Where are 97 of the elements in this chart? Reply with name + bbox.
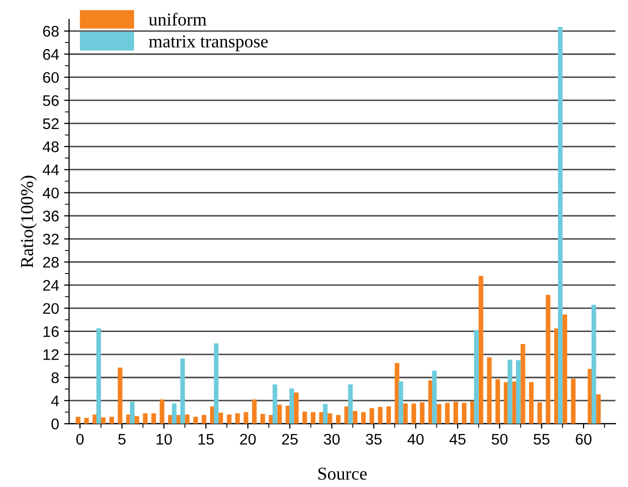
- bar: [289, 388, 294, 424]
- y-tick-label: 60: [43, 72, 59, 83]
- bar: [348, 384, 353, 424]
- y-tick-label: 8: [52, 372, 59, 384]
- y-tick-label: 48: [42, 141, 59, 152]
- y-tick-label: 64: [43, 48, 59, 60]
- y-tick-label: 0: [51, 418, 59, 430]
- bar: [520, 344, 526, 424]
- bar: [370, 408, 374, 424]
- bar: [361, 412, 366, 424]
- bar: [252, 399, 257, 424]
- x-tick-label: 60: [576, 434, 592, 445]
- x-tick-label: 15: [198, 434, 214, 445]
- bar: [562, 314, 568, 424]
- bar: [336, 415, 341, 424]
- y-tick-label: 36: [42, 210, 59, 222]
- bar: [142, 413, 148, 424]
- bar: [386, 406, 391, 424]
- bar: [328, 413, 332, 424]
- bar: [214, 343, 218, 424]
- bar: [172, 403, 177, 424]
- bar: [495, 379, 500, 424]
- y-tick-label: 12: [44, 349, 59, 360]
- x-tick-label: 30: [324, 434, 340, 445]
- bar: [277, 404, 282, 424]
- y-axis-title: Ratio(100%): [20, 176, 37, 268]
- x-tick-label: 10: [156, 434, 172, 445]
- y-tick-label: 56: [42, 95, 59, 106]
- bar: [474, 330, 479, 424]
- bar: [218, 412, 224, 424]
- bar: [151, 413, 156, 424]
- bar: [244, 412, 248, 424]
- bar: [294, 392, 299, 424]
- y-tick-label: 16: [44, 326, 59, 337]
- bar: [592, 304, 596, 424]
- y-tick-label: 44: [42, 164, 59, 176]
- x-axis-title: Source: [318, 468, 367, 480]
- bar: [508, 360, 512, 424]
- bar: [412, 403, 416, 424]
- bar: [352, 410, 358, 424]
- bar: [84, 418, 89, 424]
- y-tick-label: 68: [43, 26, 59, 37]
- bar: [109, 416, 114, 424]
- bar: [445, 402, 450, 424]
- bar: [403, 403, 408, 424]
- x-tick-label: 25: [282, 434, 298, 445]
- x-tick-label: 45: [450, 434, 466, 445]
- bar: [436, 404, 442, 424]
- bar: [160, 399, 164, 424]
- bar: [462, 402, 466, 424]
- bar: [558, 26, 563, 424]
- bar: [272, 384, 278, 424]
- bar: [134, 416, 140, 424]
- x-tick-label: 40: [408, 434, 424, 445]
- bar: [478, 276, 484, 424]
- bar: [260, 414, 266, 424]
- x-tick-label: 50: [492, 434, 508, 445]
- bar: [322, 404, 328, 424]
- legend-label: uniform: [148, 12, 206, 26]
- bar: [453, 402, 458, 424]
- bar: [537, 402, 542, 424]
- y-tick-label: 32: [42, 234, 59, 245]
- bar: [130, 402, 135, 424]
- bar: [202, 415, 206, 424]
- bar: [180, 358, 185, 424]
- y-tick-label: 28: [43, 256, 59, 268]
- bar: [528, 382, 534, 424]
- bar: [487, 357, 492, 424]
- bar: [378, 406, 383, 424]
- x-tick-label: 20: [240, 434, 256, 445]
- bar: [398, 382, 404, 424]
- x-tick-label: 35: [366, 434, 382, 445]
- bar: [420, 402, 425, 424]
- bar: [516, 360, 521, 424]
- y-tick-label: 24: [43, 280, 59, 291]
- bar: [76, 416, 80, 424]
- bar: [235, 413, 240, 424]
- legend-label: matrix transpose: [148, 35, 268, 52]
- bar: [546, 294, 550, 424]
- y-tick-label: 52: [42, 118, 59, 130]
- x-tick-label: 0: [76, 434, 84, 445]
- bar: [193, 416, 198, 424]
- y-tick-label: 40: [42, 188, 59, 198]
- bar: [302, 412, 308, 424]
- x-tick-label: 55: [534, 434, 550, 445]
- bar: [96, 328, 101, 424]
- bar: [432, 370, 437, 424]
- bar: [570, 378, 576, 424]
- bar: [596, 394, 601, 424]
- bar: [100, 417, 106, 424]
- bar: [118, 368, 122, 424]
- y-tick-label: 20: [43, 303, 59, 314]
- bar: [310, 412, 316, 424]
- x-tick-label: 5: [118, 434, 126, 445]
- bar: [184, 414, 190, 424]
- bar: [226, 414, 232, 424]
- y-tick-label: 4: [51, 396, 59, 406]
